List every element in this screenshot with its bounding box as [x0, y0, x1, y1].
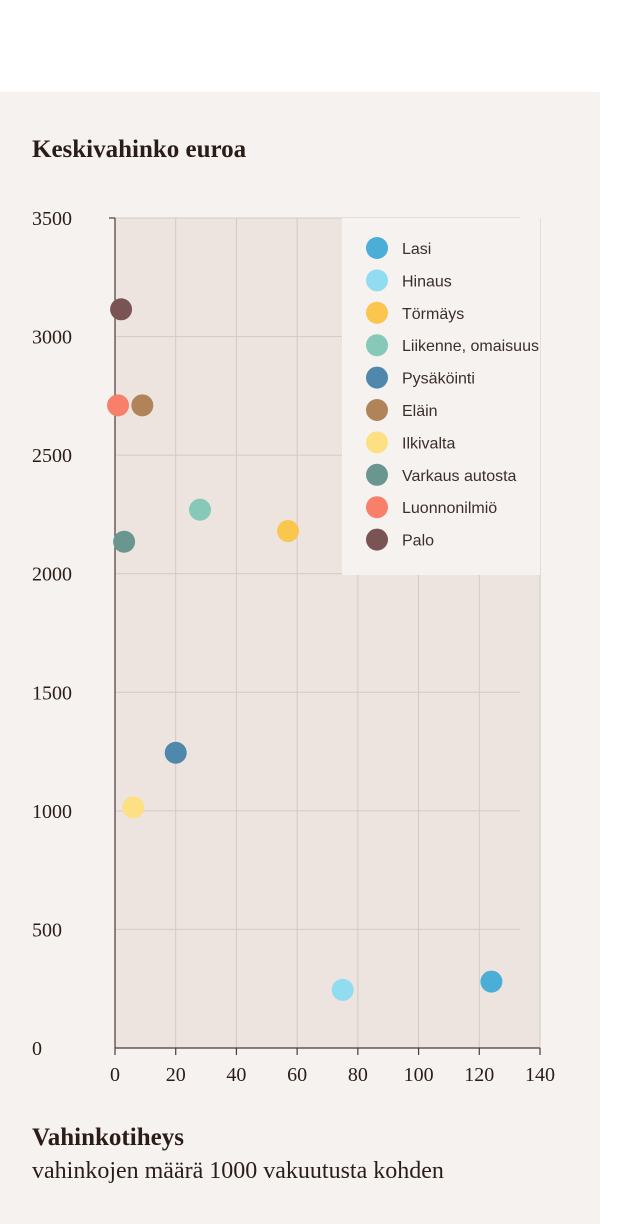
legend-label: Ilkivalta — [402, 435, 455, 452]
legend-label: Liikenne, omaisuus — [402, 338, 539, 355]
y-tick-label: 0 — [32, 1038, 42, 1060]
x-tick-label: 60 — [287, 1064, 307, 1086]
legend-label: Varkaus autosta — [402, 468, 517, 485]
x-axis-title: Vahinkotiheys — [32, 1124, 184, 1151]
legend-label: Pysäköinti — [402, 371, 475, 388]
data-point[interactable] — [107, 394, 130, 417]
x-tick-label: 80 — [348, 1064, 368, 1086]
legend-swatch — [366, 237, 388, 259]
y-axis-title: Keskivahinko euroa — [32, 136, 247, 163]
legend-swatch — [366, 463, 388, 486]
legend-swatch — [366, 399, 388, 421]
x-axis-subtitle: vahinkojen määrä 1000 vakuutusta kohden — [32, 1158, 444, 1184]
legend-label: Törmäys — [402, 306, 464, 323]
data-point[interactable] — [113, 530, 136, 553]
y-tick-label: 2500 — [32, 445, 72, 467]
data-point[interactable] — [480, 970, 503, 993]
legend-label: Hinaus — [402, 273, 452, 290]
legend-swatch — [366, 431, 388, 454]
y-tick-label: 2000 — [32, 564, 72, 586]
legend-swatch — [366, 528, 388, 551]
legend-label: Eläin — [402, 403, 438, 420]
x-tick-label: 140 — [525, 1064, 555, 1086]
y-tick-label: 1000 — [32, 801, 72, 823]
data-point[interactable] — [131, 394, 154, 417]
legend-swatch — [366, 366, 388, 389]
data-point[interactable] — [277, 520, 300, 543]
legend-swatch — [366, 301, 388, 324]
y-tick-label: 500 — [32, 919, 62, 941]
legend-swatch — [366, 269, 388, 292]
x-tick-label: 40 — [226, 1064, 246, 1086]
data-point[interactable] — [122, 796, 145, 819]
data-point[interactable] — [110, 298, 133, 321]
y-tick-label: 1500 — [32, 682, 72, 704]
legend-label: Lasi — [402, 241, 431, 258]
legend-swatch — [366, 334, 388, 357]
x-tick-label: 100 — [404, 1064, 434, 1086]
data-point[interactable] — [164, 741, 187, 764]
y-tick-label: 3000 — [32, 327, 72, 349]
x-tick-label: 20 — [166, 1064, 186, 1086]
data-point[interactable] — [189, 498, 211, 521]
x-tick-label: 120 — [464, 1064, 494, 1086]
y-tick-label: 3500 — [32, 208, 72, 230]
legend-swatch — [366, 496, 388, 519]
legend-label: Palo — [402, 533, 434, 550]
x-tick-label: 0 — [110, 1064, 120, 1086]
data-point[interactable] — [331, 978, 354, 1001]
legend-label: Luonnonilmiö — [402, 500, 497, 517]
